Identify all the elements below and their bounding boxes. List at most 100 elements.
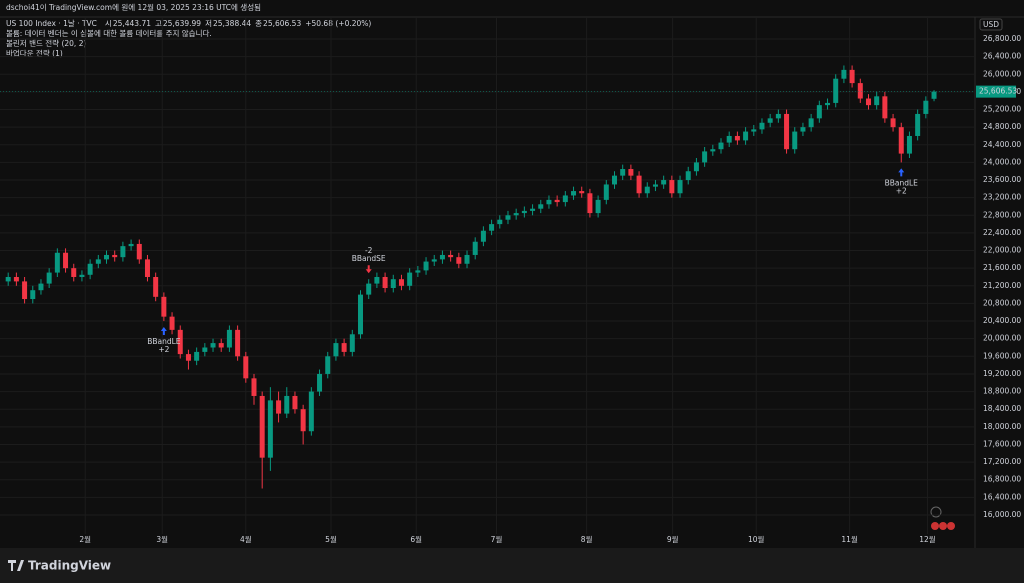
y-tick-label: 16,000.00 xyxy=(983,510,1021,519)
signal-arrow xyxy=(160,327,167,336)
candle-body xyxy=(751,129,757,132)
x-tick-label: 8월 xyxy=(581,534,593,544)
candle-body xyxy=(906,135,912,154)
candle-body xyxy=(87,263,93,275)
candle-body xyxy=(677,180,683,194)
candle-body xyxy=(636,175,642,194)
candle-body xyxy=(259,395,265,458)
candle-body xyxy=(808,118,814,128)
icon xyxy=(931,522,939,530)
candle-body xyxy=(144,259,150,277)
candle-body xyxy=(571,191,577,196)
y-tick-label: 24,000.00 xyxy=(983,157,1021,166)
y-tick-label: 25,200.00 xyxy=(983,105,1021,114)
candle-body xyxy=(38,283,44,291)
y-tick-label: 22,800.00 xyxy=(983,210,1021,219)
candle-body xyxy=(120,246,126,258)
candle-body xyxy=(267,400,273,458)
candle-body xyxy=(169,316,175,330)
candle-body xyxy=(218,343,224,348)
candle-body xyxy=(382,276,388,289)
signal-arrow xyxy=(898,168,905,177)
y-tick-label: 20,400.00 xyxy=(983,316,1021,325)
candle-body xyxy=(423,261,429,271)
candle-body xyxy=(202,347,208,352)
symbol: US 100 Index · 1날 · TVC xyxy=(6,18,97,28)
x-tick-label: 5월 xyxy=(325,534,337,544)
candle-body xyxy=(341,343,347,352)
candle-body xyxy=(95,259,101,264)
candle-body xyxy=(587,193,593,214)
candle-body xyxy=(243,356,249,379)
ohlc-label: 시 xyxy=(105,19,112,28)
note: 바업다운 전략 (1) xyxy=(6,48,63,58)
ohlc-value: 25,639.99 xyxy=(163,19,201,28)
candle-body xyxy=(398,279,404,286)
candle-body xyxy=(30,290,36,300)
candle-body xyxy=(628,169,634,176)
candle-body xyxy=(112,254,118,258)
candle-body xyxy=(366,283,372,295)
logo-mark xyxy=(8,560,24,571)
plot xyxy=(0,17,975,534)
footer-bar xyxy=(0,548,1024,583)
candle-body xyxy=(702,151,708,163)
currency: USD xyxy=(983,20,999,29)
x-tick-label: 9월 xyxy=(667,534,679,544)
y-tick-label: 16,800.00 xyxy=(983,475,1021,484)
candle-body xyxy=(726,135,732,143)
candle-body xyxy=(521,210,527,214)
candle-body xyxy=(489,224,495,231)
note: 볼린저 밴드 전략 (20, 2) xyxy=(6,38,86,48)
logo: TradingView xyxy=(8,559,111,573)
x-tick-label: 11월 xyxy=(841,534,858,544)
signal-arrow xyxy=(365,265,372,274)
candle-body xyxy=(816,105,822,119)
candle-body xyxy=(595,199,601,214)
candle-body xyxy=(128,243,134,247)
candle-body xyxy=(775,113,781,119)
candle-body xyxy=(5,276,11,282)
candle-body xyxy=(849,69,855,84)
ohlc-label: 저 xyxy=(205,19,212,28)
candle-body xyxy=(611,175,617,185)
y-tick-label: 21,200.00 xyxy=(983,281,1021,290)
ohlc-label: 고 xyxy=(155,19,162,28)
candle-body xyxy=(865,98,871,106)
candle-body xyxy=(767,118,773,123)
candle-body xyxy=(251,378,257,396)
candle-body xyxy=(554,199,560,203)
candle-body xyxy=(603,184,609,200)
event-icons xyxy=(930,506,955,530)
candle-body xyxy=(71,268,77,277)
icon xyxy=(930,506,942,518)
candle-body xyxy=(898,127,904,154)
candle-body xyxy=(308,391,314,432)
candle-body xyxy=(22,281,28,300)
candle-body xyxy=(734,135,740,141)
candle-body xyxy=(890,118,896,128)
signal-qty: -2 xyxy=(365,246,373,255)
candle-body xyxy=(390,279,396,289)
candle-body xyxy=(579,191,585,194)
y-tick-label: 26,000.00 xyxy=(983,69,1021,78)
candle-body xyxy=(792,131,798,150)
candle-body xyxy=(185,354,191,361)
candle-body xyxy=(874,96,880,106)
candle-body xyxy=(177,329,183,355)
candle-body xyxy=(472,241,478,255)
signal-qty: +2 xyxy=(158,345,169,354)
logo-text: TradingView xyxy=(28,559,111,573)
candle-body xyxy=(464,254,470,264)
ohlc-value: 25,443.71 xyxy=(113,19,151,28)
y-tick-label: 23,600.00 xyxy=(983,175,1021,184)
candle-body xyxy=(79,274,85,277)
y-tick-label: 17,200.00 xyxy=(983,457,1021,466)
candle-body xyxy=(407,272,413,286)
x-tick-label: 6월 xyxy=(410,534,422,544)
candle-body xyxy=(505,215,511,220)
candle-body xyxy=(882,96,888,119)
